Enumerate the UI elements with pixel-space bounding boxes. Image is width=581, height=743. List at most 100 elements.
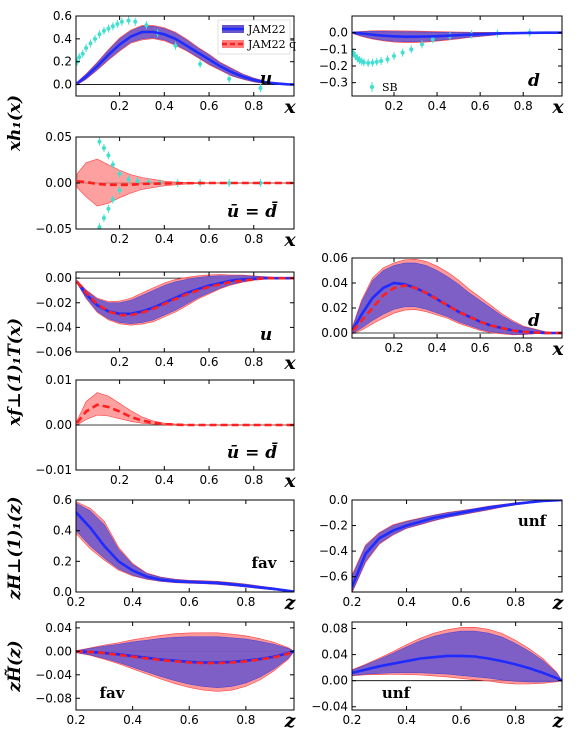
sb-point (93, 36, 98, 41)
x-tick-label: 0.4 (397, 595, 416, 609)
flavor-label: fav (100, 684, 126, 702)
y-tick-label: −0.2 (319, 519, 348, 533)
y-tick-label: −0.01 (35, 463, 72, 477)
x-tick-label: 0.8 (506, 595, 525, 609)
sb-point (119, 19, 124, 24)
legend-label-jam22: JAM22 (247, 23, 286, 36)
x-tick-label: 0.2 (110, 473, 129, 487)
legend-label-jam22q: JAM22 q̄ (247, 38, 296, 51)
sb-point (173, 43, 178, 48)
flavor-label: d (528, 71, 540, 91)
line-jam22q (76, 179, 294, 187)
sb-point (366, 61, 371, 65)
x-axis-label: z (552, 710, 565, 732)
y-tick-label: 0.0 (53, 585, 72, 599)
y-tick-label: −0.3 (319, 76, 348, 90)
sb-point (430, 37, 435, 42)
band-jam22q (76, 392, 294, 426)
x-tick-label: 0.8 (506, 713, 525, 727)
x-tick-label: 0.8 (236, 713, 255, 727)
y-tick-label: 0.04 (321, 276, 348, 290)
sb-point (110, 24, 115, 29)
x-tick-label: 0.6 (471, 341, 490, 355)
sb-point (110, 197, 115, 202)
sb-point (374, 59, 379, 64)
plot-area (76, 632, 294, 692)
sb-point (80, 51, 85, 56)
y-tick-label: 0.00 (45, 644, 72, 658)
panel-h1_ubar: 0.2 0.4 0.6 0.8 0.05 0.00 −0.05 xū = d̄ (35, 130, 296, 251)
y-tick-label: 0.04 (45, 621, 72, 635)
y-tick-label: −0.4 (319, 544, 348, 558)
sb-point (385, 57, 390, 62)
y-tick-label: 0.00 (45, 176, 72, 190)
x-tick-label: 0.4 (155, 473, 174, 487)
x-tick-label: 0.8 (514, 99, 533, 113)
sb-point (420, 42, 424, 47)
panel-f1t_ubar: 0.2 0.4 0.6 0.8 0.01 0.00 −0.01 xū = d̄ (35, 373, 296, 492)
y-tick-label: 0.00 (321, 674, 348, 688)
x-tick-label: 0.6 (199, 232, 218, 246)
row-y-label: xf⊥(1)₁T(x) (5, 318, 25, 427)
x-axis-label: x (551, 338, 564, 360)
axes-frame (351, 15, 563, 97)
x-tick-label: 0.6 (180, 713, 199, 727)
x-tick-label: 0.2 (384, 341, 403, 355)
y-tick-label: −0.1 (319, 42, 348, 56)
sb-point (370, 60, 375, 65)
panel-H1_unf: 0.2 0.4 0.6 0.8 0.0 −0.2 −0.4 −0.6 z unf (319, 493, 565, 614)
sb-point (101, 146, 106, 151)
y-tick-label: 0.00 (45, 271, 72, 285)
axes-frame (351, 621, 563, 711)
y-tick-label: 0.05 (45, 130, 72, 144)
sb-point (106, 206, 111, 211)
y-tick-label: 0.0 (329, 493, 348, 507)
x-tick-label: 0.2 (110, 99, 129, 113)
panel-Ht_unf: 0.2 0.4 0.6 0.8 0.08 0.04 0.00 −0.04 z unf (311, 621, 565, 732)
flavor-label: d (528, 311, 540, 331)
row-y-label: zH⊥(1)₁(z) (5, 496, 25, 600)
sb-point (392, 54, 396, 58)
x-tick-label: 0.6 (199, 355, 218, 369)
x-tick-label: 0.6 (199, 473, 218, 487)
flavor-label: ū = d̄ (227, 201, 279, 222)
x-axis-label: x (551, 96, 564, 118)
panel-h1_u: 0.2 0.4 0.6 0.8 0.0 0.2 0.4 0.6 xu JAM22 JAM22 q̄ (53, 9, 296, 118)
sb-point (409, 47, 414, 52)
line-jam22q (352, 284, 562, 335)
y-tick-label: −0.04 (35, 320, 72, 334)
axes-frame (75, 621, 295, 711)
plot-area (76, 501, 294, 592)
sb-point (126, 177, 131, 182)
sb-point (115, 22, 120, 26)
x-tick-label: 0.4 (428, 341, 447, 355)
sb-point (144, 23, 149, 28)
sb-point (227, 76, 232, 81)
sb-point (97, 225, 102, 229)
axes-frame (75, 499, 295, 593)
band-jam22 (76, 275, 294, 324)
sb-point (117, 171, 122, 176)
line-jam22 (352, 31, 562, 38)
plot-area (76, 392, 294, 427)
y-tick-label: 0.00 (45, 418, 72, 432)
y-tick-label: −0.06 (35, 345, 72, 359)
panel-f1t_u: 0.2 0.4 0.6 0.8 0.00 −0.02 −0.04 −0.06 xu (35, 271, 296, 374)
y-tick-label: 0.2 (53, 554, 72, 568)
x-tick-label: 0.8 (236, 595, 255, 609)
y-tick-label: 0.00 (321, 326, 348, 340)
line-jam22 (76, 511, 294, 592)
x-tick-label: 0.2 (384, 99, 403, 113)
y-tick-label: 0.01 (45, 373, 72, 387)
x-tick-label: 0.6 (199, 99, 218, 113)
flavor-label: ū = d̄ (227, 442, 279, 463)
y-axis-labels: xh₁(x) xf⊥(1)₁T(x) zH⊥(1)₁(z) zH̃(z) (5, 95, 25, 693)
x-tick-label: 0.4 (155, 232, 174, 246)
x-tick-label: 0.6 (452, 713, 471, 727)
row-y-label: zH̃(z) (5, 640, 25, 692)
sb-point (101, 215, 106, 220)
y-tick-label: −0.08 (35, 691, 72, 705)
line-jam22q (76, 650, 294, 665)
line-jam22 (352, 500, 562, 588)
